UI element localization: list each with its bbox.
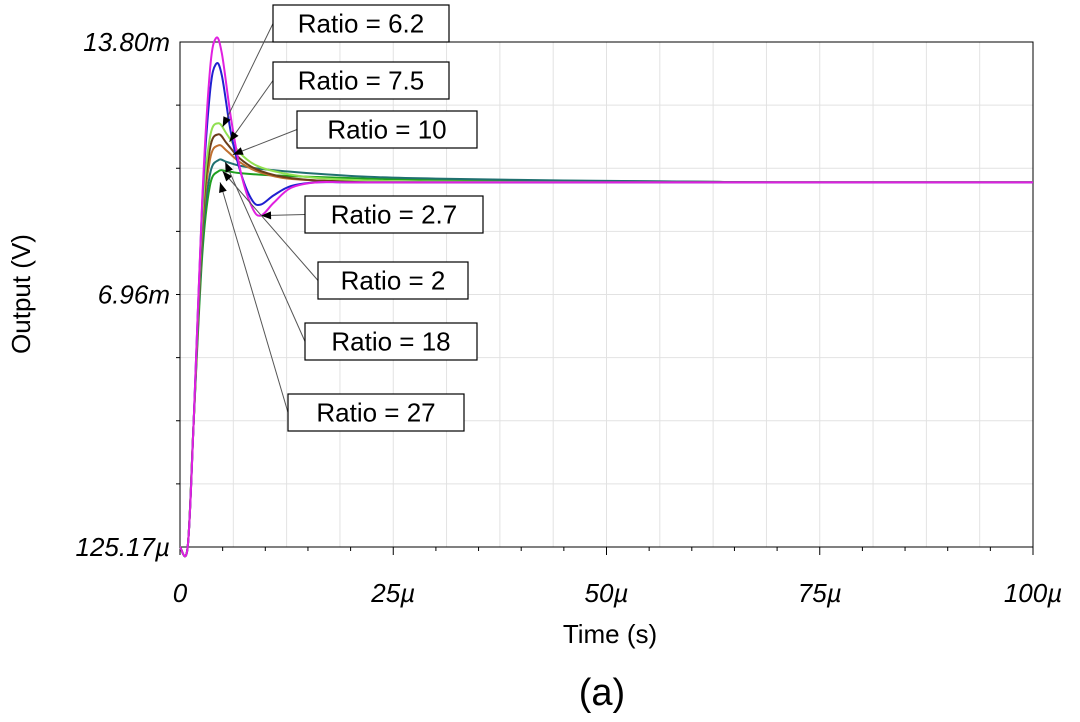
y-tick-labels: 125.17µ 6.96m 13.80m (75, 27, 170, 562)
x-tick-label: 25µ (370, 578, 415, 608)
annotation-leader (222, 23, 274, 128)
annotation-box (317, 261, 469, 300)
annotation-arrowhead (219, 182, 227, 194)
annotation-label: Ratio = 18 (331, 327, 450, 357)
plot-frame (179, 41, 1034, 548)
annotation: Ratio = 27 (219, 182, 465, 432)
annotation-box (304, 322, 478, 361)
annotation-arrowhead (261, 211, 272, 220)
annotation-leader (222, 170, 319, 281)
y-tick-label: 13.80m (83, 27, 170, 57)
y-tick-label: 125.17µ (75, 532, 170, 562)
x-tick-labels: 0 25µ 50µ 75µ 100µ (173, 578, 1062, 608)
x-tick-label: 75µ (798, 578, 842, 608)
annotation-label: Ratio = 2.7 (331, 200, 457, 230)
y-minor-ticks (176, 104, 180, 485)
series-line-ratio-2 (179, 36, 1033, 558)
annotation-arrowhead (222, 116, 231, 127)
annotation-arrowhead (222, 171, 233, 182)
annotation-leader (229, 80, 274, 142)
x-tick-label: 100µ (1004, 578, 1062, 608)
annotation: Ratio = 2.7 (261, 195, 484, 234)
figure-caption: (a) (579, 672, 625, 714)
grid (180, 42, 1033, 547)
annotation-label: Ratio = 7.5 (298, 66, 424, 96)
annotation: Ratio = 7.5 (229, 61, 450, 142)
annotation-box (272, 61, 450, 100)
series-lines (179, 36, 1034, 558)
annotation-label: Ratio = 6.2 (298, 9, 424, 39)
annotation-label: Ratio = 10 (327, 115, 446, 145)
annotation-box (296, 110, 478, 149)
annotations: Ratio = 6.2 Ratio = 7.5 Ratio = 10 Ratio = … (219, 4, 484, 432)
annotation-leader (224, 161, 306, 342)
x-tick-label: 0 (173, 578, 188, 608)
annotation: Ratio = 2 (222, 170, 469, 300)
x-axis-title: Time (s) (563, 619, 657, 649)
annotation: Ratio = 10 (232, 110, 478, 156)
annotation-box (287, 393, 465, 432)
annotation-label: Ratio = 2 (341, 266, 446, 296)
y-tick-label: 6.96m (98, 280, 170, 310)
annotation-arrowhead (232, 147, 244, 155)
annotation: Ratio = 18 (224, 161, 478, 361)
x-tick-label: 50µ (585, 578, 629, 608)
annotation-leader (219, 182, 289, 413)
annotation-label: Ratio = 27 (316, 398, 435, 428)
annotation: Ratio = 6.2 (222, 4, 450, 128)
annotation-leader (232, 129, 298, 156)
annotation-box (272, 4, 450, 43)
x-minor-ticks (179, 547, 1034, 555)
annotation-arrowhead (229, 131, 239, 142)
annotation-box (304, 195, 484, 234)
annotation-arrowhead (225, 162, 233, 173)
y-axis-title: Output (V) (6, 234, 36, 354)
